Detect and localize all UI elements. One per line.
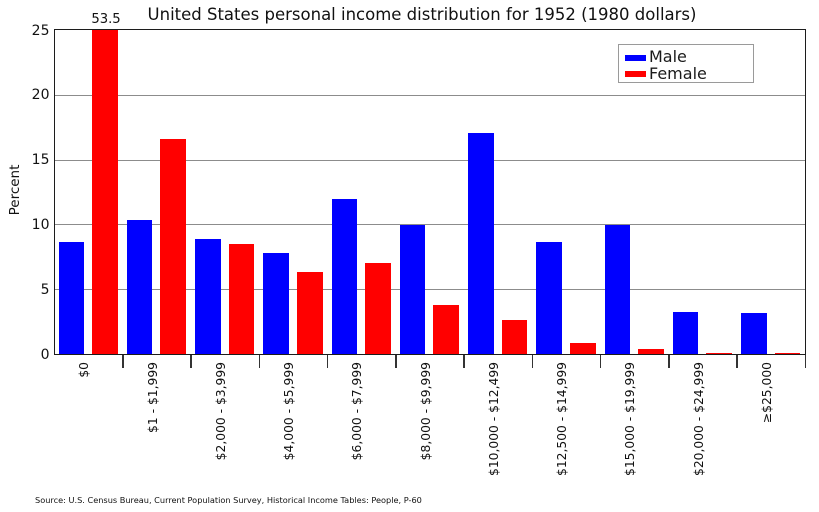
bar-male-5 <box>399 224 426 355</box>
legend-label-female: Female <box>649 64 707 84</box>
bar-male-3 <box>263 253 289 355</box>
source-note: Source: U.S. Census Bureau, Current Popu… <box>35 495 422 505</box>
x-tick-label-2: $2,000 - $3,999 <box>213 361 228 460</box>
x-tick-label-7: $12,500 - $14,999 <box>555 361 570 476</box>
x-tick-label-5: $8,000 - $9,999 <box>418 361 433 460</box>
bar-female-6 <box>501 319 528 355</box>
male-color-swatch <box>625 54 646 61</box>
gridline-15 <box>54 159 806 161</box>
y-tick-label-20: 20 <box>31 87 50 104</box>
x-tick-mark-7 <box>531 355 534 368</box>
x-tick-mark-9 <box>668 355 670 368</box>
bar-male-7 <box>536 241 562 355</box>
bar-male-2 <box>195 239 221 355</box>
x-tick-label-10: ≥$25,000 <box>759 361 774 423</box>
chart-title: United States personal income distributi… <box>147 4 697 24</box>
bar-male-9 <box>672 311 699 355</box>
bar-female-7 <box>569 342 596 355</box>
x-tick-mark-8 <box>599 355 602 368</box>
legend: Male Female <box>617 43 754 84</box>
female-color-swatch <box>625 71 646 78</box>
bar-male-10 <box>741 313 767 355</box>
x-tick-label-1: $1 - $1,999 <box>145 361 160 433</box>
y-tick-label-0: 0 <box>40 346 50 363</box>
clipped-bar-value-label: 53.5 <box>91 11 121 27</box>
bar-female-5 <box>433 305 460 355</box>
legend-item-male: Male <box>625 49 753 66</box>
x-tick-label-4: $6,000 - $7,999 <box>350 361 365 460</box>
x-tick-mark-3 <box>258 355 260 368</box>
x-tick-label-9: $20,000 - $24,999 <box>691 361 706 476</box>
x-tick-mark-11 <box>804 355 807 368</box>
x-tick-mark-2 <box>190 355 192 368</box>
bar-male-1 <box>126 219 153 355</box>
bar-male-4 <box>331 198 358 355</box>
x-tick-mark-6 <box>463 355 465 368</box>
gridline-5 <box>54 289 806 291</box>
bars-layer <box>55 30 806 355</box>
legend-label-male: Male <box>649 47 687 67</box>
bar-female-9 <box>706 353 733 355</box>
x-tick-mark-5 <box>395 355 397 368</box>
bar-male-0 <box>58 241 85 355</box>
y-tick-label-5: 5 <box>40 281 50 298</box>
bar-male-8 <box>604 224 631 355</box>
gridline-10 <box>54 224 806 226</box>
bar-female-0 <box>92 30 118 355</box>
x-tick-label-8: $15,000 - $19,999 <box>623 361 638 476</box>
bar-female-1 <box>160 139 187 355</box>
bar-female-3 <box>296 271 323 355</box>
y-tick-label-25: 25 <box>31 22 50 39</box>
x-tick-mark-4 <box>326 355 329 368</box>
grid-layer <box>54 30 806 354</box>
y-tick-label-15: 15 <box>31 152 50 169</box>
bar-female-4 <box>365 262 391 355</box>
x-tick-mark-1 <box>122 355 124 368</box>
bar-female-2 <box>228 244 255 355</box>
y-axis-label: Percent <box>6 164 23 215</box>
x-tick-label-6: $10,000 - $12,499 <box>486 361 501 476</box>
x-tick-label-3: $4,000 - $5,999 <box>282 361 297 460</box>
gridline-20 <box>54 94 806 96</box>
x-tick-mark-10 <box>736 355 738 368</box>
bar-male-6 <box>468 132 494 355</box>
bar-female-8 <box>638 349 664 355</box>
x-tick-label-0: $0 <box>77 361 92 378</box>
legend-item-female: Female <box>625 64 753 84</box>
bar-female-10 <box>774 353 801 355</box>
y-tick-label-10: 10 <box>31 217 50 234</box>
